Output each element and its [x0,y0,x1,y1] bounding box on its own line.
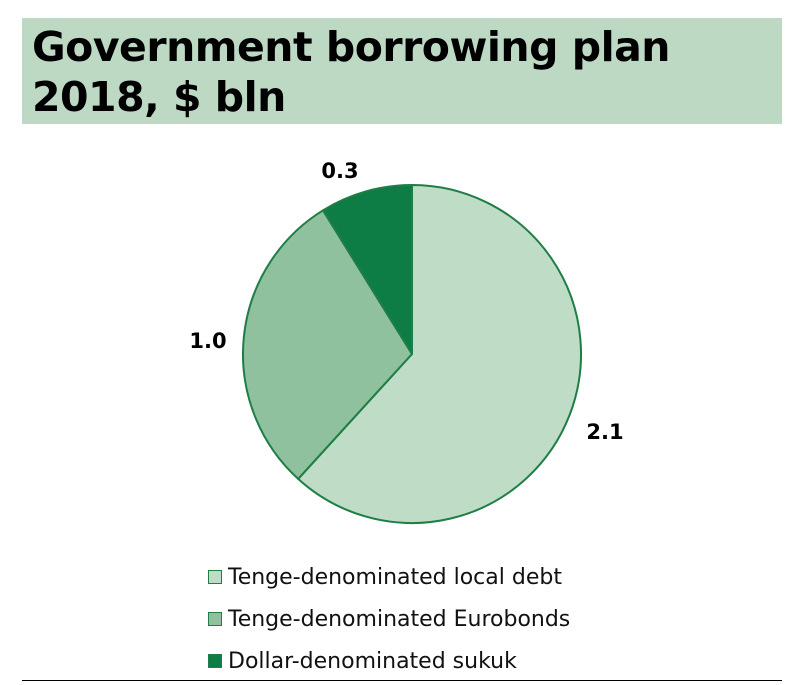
slice-value-label: 1.0 [189,329,226,353]
legend-label: Tenge-denominated local debt [228,564,562,590]
pie-slice [297,184,582,524]
pie-slice [322,184,413,355]
pie-slice [242,209,413,480]
slice-value-label: 0.3 [321,159,358,183]
title-band: Government borrowing plan 2018, $ bln [22,18,782,124]
chart-title: Government borrowing plan 2018, $ bln [32,23,670,121]
legend-label: Dollar-denominated sukuk [228,648,517,674]
legend-item: Dollar-denominated sukuk [208,640,728,682]
legend-swatch [208,570,222,584]
legend-swatch [208,612,222,626]
bottom-rule [22,680,782,681]
legend-swatch [208,654,222,668]
legend: Tenge-denominated local debt Tenge-denomi… [208,556,728,682]
legend-item: Tenge-denominated Eurobonds [208,598,728,640]
legend-label: Tenge-denominated Eurobonds [228,606,571,632]
legend-item: Tenge-denominated local debt [208,556,728,598]
slice-value-label: 2.1 [586,420,623,444]
